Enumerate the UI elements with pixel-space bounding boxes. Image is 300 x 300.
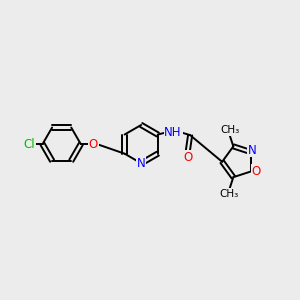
Text: CH₃: CH₃ <box>220 125 239 135</box>
Text: N: N <box>137 157 146 170</box>
Text: O: O <box>251 165 260 178</box>
Text: NH: NH <box>164 126 182 139</box>
Text: N: N <box>248 144 257 157</box>
Text: O: O <box>183 151 192 164</box>
Text: Cl: Cl <box>23 138 35 151</box>
Text: CH₃: CH₃ <box>220 189 239 199</box>
Text: O: O <box>88 138 98 151</box>
